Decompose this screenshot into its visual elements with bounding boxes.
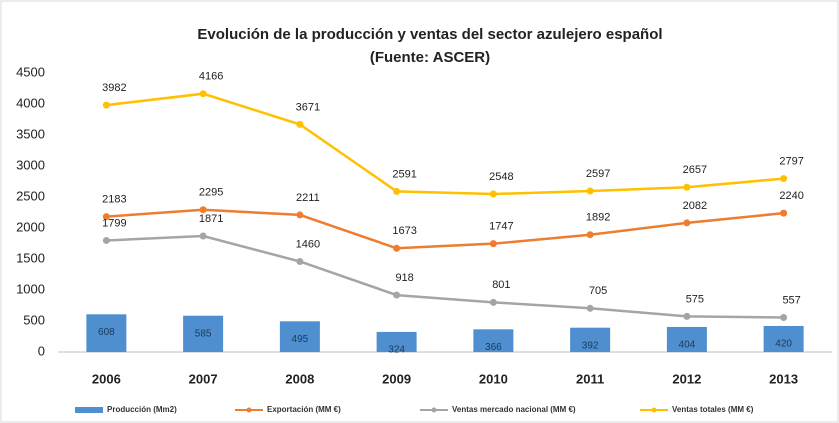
legend-label: Ventas mercado nacional (MM €) [452,405,576,414]
data-label: 557 [782,294,800,306]
point [199,90,207,98]
data-label: 585 [195,328,212,339]
point [683,219,691,227]
x-tick-label: 2007 [189,371,218,386]
data-label: 801 [492,279,510,291]
x-tick-label: 2008 [285,371,314,386]
point [296,120,304,128]
bar [666,326,707,352]
x-tick-label: 2010 [479,371,508,386]
point [393,291,401,299]
x-tick-label: 2009 [382,371,411,386]
chart-title: Evolución de la producción y ventas del … [197,26,662,43]
data-label: 2548 [489,171,513,183]
y-tick-label: 1000 [16,281,45,296]
y-tick-label: 1500 [16,250,45,265]
point [393,244,401,252]
data-label: 2797 [779,155,803,167]
line [106,234,784,319]
point [199,232,207,240]
bar [570,327,611,352]
line [106,208,784,250]
x-tick-label: 2012 [672,371,701,386]
point [586,304,594,312]
point [780,209,788,217]
data-label: 2240 [779,190,803,202]
legend-label: Producción (Mm2) [107,405,177,414]
point [102,213,110,221]
y-tick-label: 3000 [16,157,45,172]
data-label: 1747 [489,221,513,233]
bar [473,329,514,352]
x-tick-label: 2006 [92,371,121,386]
point [199,206,207,214]
data-label: 1871 [199,213,223,225]
bar [183,315,224,352]
legend-swatch [75,407,103,413]
point [102,101,110,109]
data-label: 918 [395,272,413,284]
data-label: 2597 [586,168,610,180]
data-label: 366 [485,342,502,353]
bar [86,314,127,352]
point [683,312,691,320]
data-label: 404 [679,340,696,351]
legend-swatch [246,407,252,413]
chart-subtitle: (Fuente: ASCER) [370,49,490,66]
data-label: 1460 [296,238,320,250]
y-tick-label: 0 [38,343,45,358]
y-tick-label: 500 [23,312,45,327]
legend-label: Ventas totales (MM €) [672,405,754,414]
legend-label: Exportación (MM €) [267,405,341,414]
point [780,313,788,321]
data-label: 495 [292,334,309,345]
y-tick-label: 2000 [16,219,45,234]
data-label: 392 [582,340,599,351]
data-label: 3671 [296,101,320,113]
y-tick-label: 3500 [16,126,45,141]
point [489,240,497,248]
bar [763,325,804,352]
data-label: 1799 [102,217,126,229]
point [489,190,497,198]
data-label: 2295 [199,187,223,199]
data-label: 2591 [392,168,416,180]
data-label: 705 [589,285,607,297]
bar [279,321,320,352]
point [296,211,304,219]
point [586,187,594,195]
point [393,187,401,195]
data-label: 3982 [102,82,126,94]
data-label: 608 [98,327,115,338]
data-label: 1892 [586,212,610,224]
point [489,298,497,306]
data-label: 2183 [102,194,126,206]
data-label: 324 [388,345,405,356]
data-label: 4166 [199,71,223,83]
point [296,257,304,265]
y-tick-label: 2500 [16,188,45,203]
data-label: 2082 [683,200,707,212]
x-tick-label: 2013 [769,371,798,386]
point [780,175,788,183]
y-tick-label: 4500 [16,64,45,79]
line [106,92,784,196]
legend-swatch [431,407,437,413]
data-label: 575 [686,293,704,305]
data-label: 1673 [392,225,416,237]
data-label: 2211 [296,192,320,204]
point [586,231,594,239]
point [102,236,110,244]
x-tick-label: 2011 [576,371,604,386]
data-label: 2657 [683,164,707,176]
y-tick-label: 4000 [16,95,45,110]
legend-swatch [651,407,657,413]
point [683,183,691,191]
data-label: 420 [775,339,792,350]
bar [376,331,417,352]
